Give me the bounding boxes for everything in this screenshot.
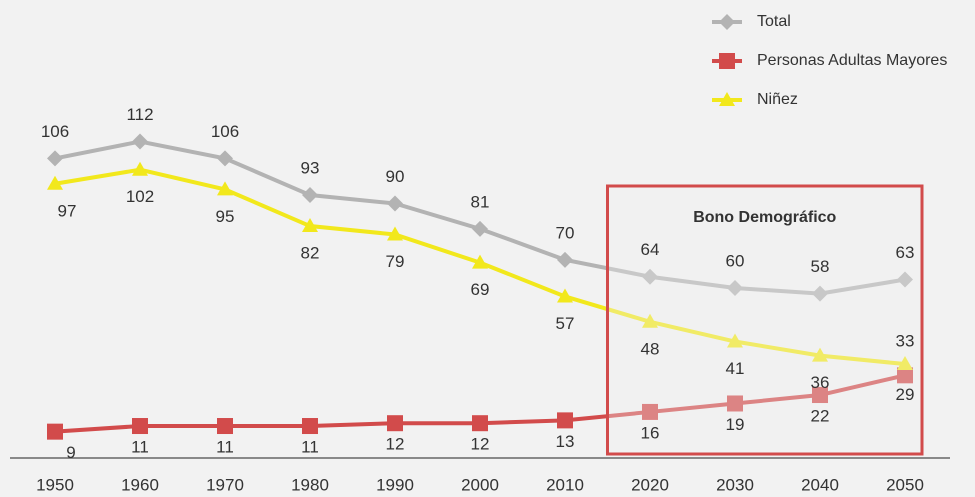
data-label: 16 <box>641 423 660 442</box>
point-marker <box>387 226 403 241</box>
legend-text: Niñez <box>757 91 798 108</box>
point-marker <box>387 415 403 432</box>
legend-marker <box>719 53 735 69</box>
data-label: 97 <box>58 201 77 220</box>
point-marker <box>302 218 318 233</box>
legend-marker <box>719 92 735 106</box>
data-label: 64 <box>641 240 660 259</box>
data-label: 36 <box>811 373 830 392</box>
annotation-box <box>606 184 924 456</box>
data-label: 69 <box>471 280 490 299</box>
data-label: 9 <box>66 443 75 462</box>
data-label: 12 <box>471 435 490 454</box>
point-marker <box>302 418 318 435</box>
point-marker <box>217 181 233 196</box>
data-label: 90 <box>386 167 405 186</box>
data-label: 12 <box>386 435 405 454</box>
data-label: 106 <box>41 122 69 141</box>
point-marker <box>727 280 743 296</box>
x-tick-label: 1960 <box>121 475 159 494</box>
point-marker <box>472 220 488 237</box>
point-marker <box>727 395 743 412</box>
point-marker <box>217 418 233 435</box>
data-label: 29 <box>896 385 915 404</box>
point-marker <box>47 423 63 440</box>
point-marker <box>217 150 233 167</box>
x-tick-label: 1990 <box>376 475 414 494</box>
point-marker <box>727 333 743 348</box>
x-tick-label: 2030 <box>716 475 754 494</box>
legend-text: Personas Adultas Mayores <box>757 52 947 69</box>
annotation-text: Bono Demográfico <box>693 209 836 226</box>
data-label: 13 <box>556 432 575 451</box>
point-marker <box>812 387 828 404</box>
point-marker <box>387 195 403 212</box>
data-label: 11 <box>301 438 319 457</box>
data-label: 70 <box>556 223 575 242</box>
point-marker <box>642 313 658 328</box>
data-label: 81 <box>471 192 490 211</box>
point-marker <box>812 285 828 302</box>
data-label: 63 <box>896 243 915 262</box>
legend-text: Total <box>757 13 791 30</box>
point-marker <box>557 251 573 268</box>
x-tick-label: 1950 <box>36 475 74 494</box>
point-marker <box>47 175 63 190</box>
point-marker <box>472 254 488 269</box>
data-label: 60 <box>726 251 745 270</box>
data-label: 95 <box>216 207 235 226</box>
point-marker <box>132 133 148 150</box>
point-marker <box>557 412 573 429</box>
x-tick-label: 2010 <box>546 475 584 494</box>
data-label: 22 <box>811 407 830 426</box>
point-marker <box>897 356 913 371</box>
point-marker <box>897 367 913 384</box>
point-marker <box>642 268 658 285</box>
data-label: 41 <box>726 359 745 378</box>
x-tick-label: 1970 <box>206 475 244 494</box>
x-tick-label: 1980 <box>291 475 329 494</box>
point-marker <box>472 415 488 432</box>
point-marker <box>132 161 148 176</box>
data-label: 57 <box>556 314 575 333</box>
data-label: 82 <box>301 244 320 263</box>
data-label: 11 <box>131 438 149 457</box>
data-label: 33 <box>896 332 915 351</box>
x-tick-label: 2000 <box>461 475 499 494</box>
point-marker <box>302 187 318 204</box>
x-tick-label: 2040 <box>801 475 839 494</box>
x-tick-label: 2020 <box>631 475 669 494</box>
point-marker <box>642 403 658 420</box>
x-tick-label: 2050 <box>886 475 924 494</box>
data-label: 93 <box>301 159 320 178</box>
data-label: 19 <box>726 415 745 434</box>
data-label: 112 <box>126 105 153 124</box>
legend-marker <box>719 14 735 30</box>
point-marker <box>47 150 63 167</box>
point-marker <box>132 418 148 435</box>
point-marker <box>557 288 573 303</box>
data-label: 106 <box>211 122 239 141</box>
data-label: 11 <box>216 438 234 457</box>
point-marker <box>812 347 828 362</box>
data-label: 48 <box>641 339 660 358</box>
data-label: 79 <box>386 252 405 271</box>
point-marker <box>897 271 913 288</box>
data-label: 102 <box>126 187 154 206</box>
data-label: 58 <box>811 257 830 276</box>
